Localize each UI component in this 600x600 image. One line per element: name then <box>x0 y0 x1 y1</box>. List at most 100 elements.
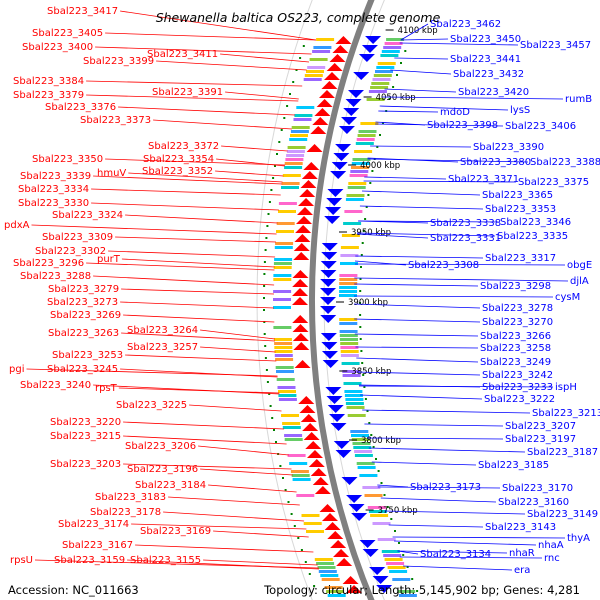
reverse-gene-label[interactable]: era <box>514 565 530 576</box>
reverse-gene-label[interactable]: Sbal223_3338 <box>430 218 501 229</box>
forward-gene-label[interactable]: Sbal223_3376 <box>45 102 116 113</box>
reverse-gene-label[interactable]: Sbal223_3420 <box>458 87 529 98</box>
reverse-gene-label[interactable]: cysM <box>555 292 580 303</box>
forward-gene-label[interactable]: Sbal223_3167 <box>62 540 133 551</box>
forward-gene-label[interactable]: Sbal223_3203 <box>50 459 121 470</box>
reverse-gene-label[interactable]: Sbal223_3143 <box>485 522 556 533</box>
reverse-gene-label[interactable]: Sbal223_3331 <box>430 233 501 244</box>
forward-gene-label[interactable]: Sbal223_3399 <box>83 56 154 67</box>
reverse-gene-label[interactable]: Sbal223_3375 <box>518 177 589 188</box>
reverse-gene-label[interactable]: Sbal223_3371 <box>448 174 519 185</box>
forward-gene-label[interactable]: Sbal223_3296 <box>13 258 84 269</box>
forward-gene-label[interactable]: rpsT <box>95 383 118 394</box>
reverse-gene-label[interactable]: ispH <box>555 382 577 393</box>
forward-gene-label[interactable]: Sbal223_3174 <box>58 519 129 530</box>
forward-gene-label[interactable]: Sbal223_3400 <box>22 42 93 53</box>
forward-gene-label[interactable]: Sbal223_3253 <box>52 350 123 361</box>
forward-gene-label[interactable]: Sbal223_3245 <box>47 364 118 375</box>
reverse-gene-label[interactable]: Sbal223_3185 <box>478 460 549 471</box>
forward-gene-label[interactable]: Sbal223_3411 <box>147 49 218 60</box>
forward-gene-label[interactable]: Sbal223_3279 <box>48 284 119 295</box>
forward-gene-label[interactable]: purT <box>97 254 121 265</box>
reverse-gene-label[interactable]: Sbal223_3187 <box>527 447 598 458</box>
reverse-gene-label[interactable]: Sbal223_3450 <box>450 34 521 45</box>
reverse-gene-label[interactable]: Sbal223_3278 <box>482 303 553 314</box>
reverse-gene-label[interactable]: nhaR <box>509 548 535 559</box>
reverse-gene-label[interactable]: Sbal223_3197 <box>505 434 576 445</box>
forward-gene-label[interactable]: Sbal223_3184 <box>135 480 206 491</box>
reverse-gene-label[interactable]: thyA <box>567 533 590 544</box>
reverse-gene-label[interactable]: djlA <box>570 276 589 287</box>
reverse-gene-label[interactable]: Sbal223_3441 <box>450 54 521 65</box>
forward-gene-label[interactable]: Sbal223_3372 <box>148 141 219 152</box>
forward-gene-label[interactable]: Sbal223_3352 <box>142 166 213 177</box>
forward-gene-label[interactable]: Sbal223_3302 <box>35 246 106 257</box>
reverse-gene-label[interactable]: Sbal223_3365 <box>482 190 553 201</box>
forward-gene-label[interactable]: Sbal223_3225 <box>116 400 187 411</box>
forward-gene-label[interactable]: Sbal223_3206 <box>125 441 196 452</box>
forward-gene-label[interactable]: Sbal223_3405 <box>32 28 103 39</box>
reverse-gene-label[interactable]: Sbal223_3390 <box>473 142 544 153</box>
reverse-gene-label[interactable]: Sbal223_3308 <box>408 260 479 271</box>
forward-gene-label[interactable]: pdxA <box>4 220 30 231</box>
forward-gene-label[interactable]: Sbal223_3178 <box>90 507 161 518</box>
forward-gene-label[interactable]: Sbal223_3159 <box>54 555 125 566</box>
reverse-gene-label[interactable]: Sbal223_3266 <box>480 331 551 342</box>
forward-gene-label[interactable]: Sbal223_3155 <box>130 555 201 566</box>
forward-gene-label[interactable]: Sbal223_3384 <box>13 76 84 87</box>
forward-gene-label[interactable]: rpsU <box>10 555 33 566</box>
reverse-gene-label[interactable]: Sbal223_3346 <box>500 217 571 228</box>
reverse-gene-label[interactable]: Sbal223_3258 <box>480 343 551 354</box>
forward-gene-label[interactable]: Sbal223_3417 <box>47 6 118 17</box>
reverse-gene-label[interactable]: obgE <box>567 260 592 271</box>
forward-gene-label[interactable]: Sbal223_3334 <box>18 184 89 195</box>
reverse-gene-label[interactable]: Sbal223_3380 <box>460 157 531 168</box>
forward-gene-label[interactable]: Sbal223_3169 <box>140 526 211 537</box>
forward-gene-label[interactable]: Sbal223_3391 <box>152 87 223 98</box>
reverse-gene-label[interactable]: Sbal223_3457 <box>520 40 591 51</box>
reverse-gene-label[interactable]: Sbal223_3233 <box>482 382 553 393</box>
reverse-gene-label[interactable]: Sbal223_3207 <box>505 421 576 432</box>
reverse-gene-label[interactable]: Sbal223_3432 <box>453 69 524 80</box>
reverse-gene-label[interactable]: Sbal223_3160 <box>498 497 569 508</box>
reverse-gene-label[interactable]: Sbal223_3353 <box>485 204 556 215</box>
forward-gene-label[interactable]: Sbal223_3273 <box>47 297 118 308</box>
forward-gene-label[interactable]: Sbal223_3215 <box>50 431 121 442</box>
reverse-gene-label[interactable]: Sbal223_3173 <box>410 482 481 493</box>
reverse-gene-label[interactable]: lysS <box>510 105 530 116</box>
reverse-gene-label[interactable]: mdoD <box>440 107 470 118</box>
reverse-gene-label[interactable]: rumB <box>565 94 592 105</box>
forward-gene-label[interactable]: pgi <box>9 364 24 375</box>
forward-gene-label[interactable]: Sbal223_3379 <box>13 90 84 101</box>
reverse-gene-label[interactable]: Sbal223_3298 <box>480 281 551 292</box>
forward-gene-label[interactable]: Sbal223_3324 <box>52 210 123 221</box>
reverse-gene-label[interactable]: Sbal223_3406 <box>505 121 576 132</box>
forward-gene-label[interactable]: Sbal223_3220 <box>50 417 121 428</box>
forward-gene-label[interactable]: Sbal223_3257 <box>127 342 198 353</box>
forward-gene-label[interactable]: Sbal223_3330 <box>18 198 89 209</box>
forward-gene-label[interactable]: Sbal223_3269 <box>50 310 121 321</box>
forward-gene-label[interactable]: Sbal223_3373 <box>80 115 151 126</box>
reverse-gene-label[interactable]: Sbal223_3170 <box>502 483 573 494</box>
reverse-gene-label[interactable]: Sbal223_3213 <box>532 408 600 419</box>
reverse-gene-label[interactable]: Sbal223_3388 <box>530 157 600 168</box>
forward-gene-label[interactable]: Sbal223_3339 <box>20 171 91 182</box>
reverse-gene-label[interactable]: rnc <box>544 553 560 564</box>
forward-gene-label[interactable]: Sbal223_3354 <box>143 154 214 165</box>
reverse-gene-label[interactable]: Sbal223_3398 <box>427 120 498 131</box>
reverse-gene-label[interactable]: Sbal223_3270 <box>482 317 553 328</box>
forward-gene-label[interactable]: Sbal223_3309 <box>42 232 113 243</box>
reverse-gene-label[interactable]: Sbal223_3222 <box>484 394 555 405</box>
reverse-gene-label[interactable]: Sbal223_3335 <box>497 231 568 242</box>
reverse-gene-label[interactable]: Sbal223_3317 <box>485 253 556 264</box>
reverse-gene-label[interactable]: nhaA <box>538 540 564 551</box>
forward-gene-label[interactable]: Sbal223_3240 <box>20 380 91 391</box>
forward-gene-label[interactable]: hmuV <box>97 168 126 179</box>
reverse-gene-label[interactable]: Sbal223_3149 <box>527 509 598 520</box>
reverse-gene-label[interactable]: Sbal223_3462 <box>430 19 501 30</box>
reverse-gene-label[interactable]: Sbal223_3134 <box>420 549 491 560</box>
reverse-gene-label[interactable]: Sbal223_3249 <box>480 357 551 368</box>
forward-gene-label[interactable]: Sbal223_3288 <box>20 271 91 282</box>
forward-gene-label[interactable]: Sbal223_3183 <box>95 492 166 503</box>
forward-gene-label[interactable]: Sbal223_3264 <box>127 325 198 336</box>
